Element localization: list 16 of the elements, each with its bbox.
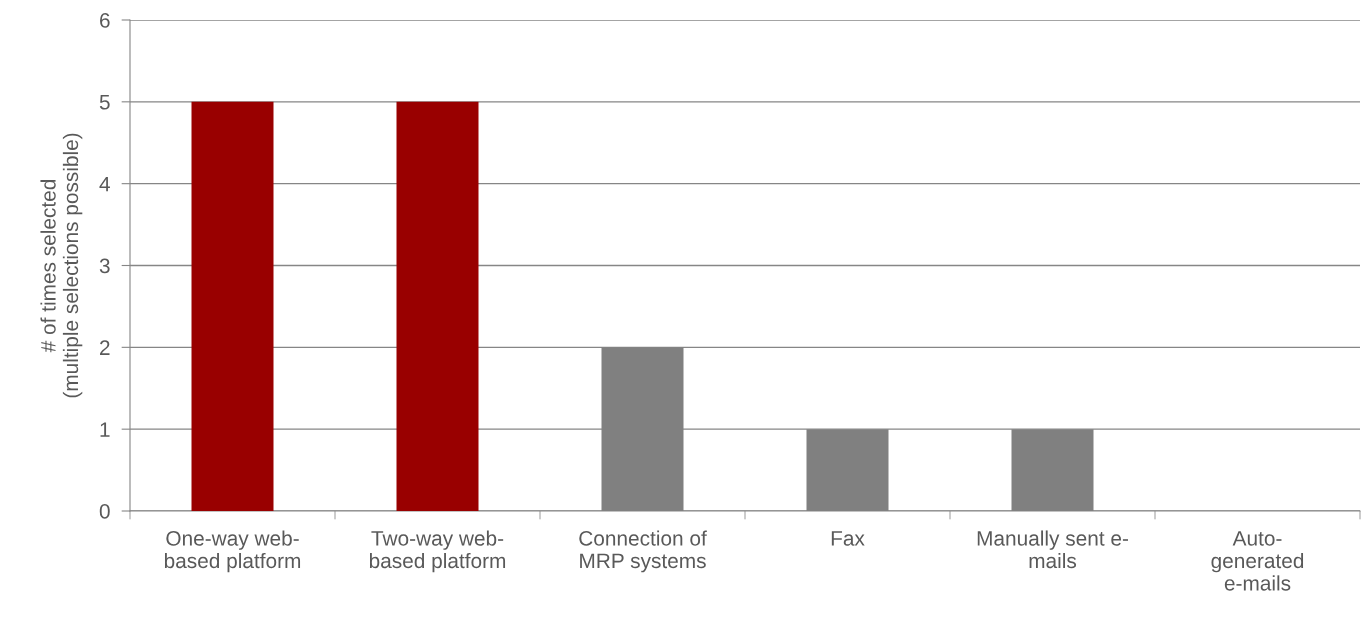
y-tick-label: 0 — [99, 504, 110, 519]
bar — [396, 101, 479, 511]
x-tick-label: Fax — [831, 531, 865, 546]
y-axis-title: # of times selected (multiple selections possible) — [40, 133, 83, 398]
x-tick-label: One-way web- based platform — [164, 530, 301, 573]
x-tick-label: Manually sent e- mails — [977, 530, 1129, 569]
y-tick-label: 2 — [100, 340, 110, 355]
x-tick-label: Connection of MRP systems — [579, 530, 707, 573]
y-tick-label: 5 — [99, 95, 110, 110]
y-tick-label: 6 — [100, 13, 110, 28]
bar — [191, 101, 274, 511]
y-tick-label: 1 — [100, 422, 110, 437]
y-tick-label: 3 — [99, 258, 110, 274]
x-tick-label: Auto- generated e-mails — [1211, 531, 1304, 591]
x-tick-label: Two-way web- based platform — [369, 530, 506, 573]
y-tick-label: 4 — [99, 176, 110, 192]
